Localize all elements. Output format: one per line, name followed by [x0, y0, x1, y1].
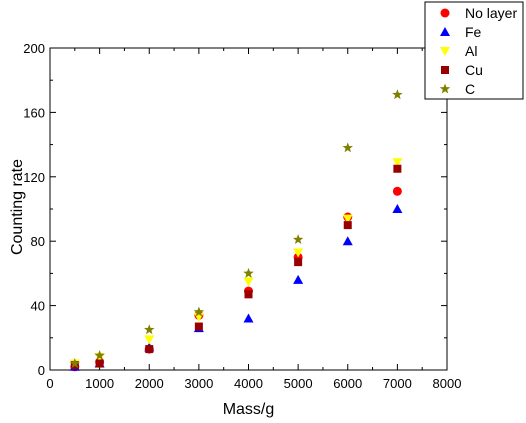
data-point-cu [393, 164, 402, 173]
legend-box [424, 1, 524, 100]
data-point-al [342, 214, 353, 224]
data-point-fe [243, 313, 254, 323]
legend-marker-al [440, 47, 450, 56]
y-tick-label: 80 [31, 234, 45, 249]
data-point-al [392, 158, 403, 168]
data-point-cu [294, 258, 303, 267]
x-tick-label: 1000 [85, 376, 114, 391]
data-point-c [243, 267, 254, 278]
data-point-c [144, 324, 155, 335]
data-point-cu [95, 359, 104, 368]
data-point-al [144, 335, 155, 345]
legend-label-c: C [465, 81, 475, 97]
data-point-c [292, 234, 304, 245]
data-point-cu [145, 345, 154, 354]
x-tick-label: 3000 [184, 376, 213, 391]
y-tick-label: 120 [23, 170, 45, 185]
data-point-fe [342, 236, 353, 246]
legend-marker-cu [441, 66, 449, 74]
data-point-cu [343, 221, 352, 230]
y-tick-label: 0 [38, 363, 45, 378]
data-point-al [293, 248, 304, 258]
x-axis-label: Mass/g [223, 401, 275, 418]
x-tick-label: 5000 [284, 376, 313, 391]
legend-marker-no-layer [440, 8, 450, 18]
data-point-c [69, 358, 81, 369]
x-tick-label: 2000 [135, 376, 164, 391]
data-point-c [342, 142, 353, 153]
data-point-fe [293, 274, 304, 284]
legend-label-no-layer: No layer [465, 5, 517, 21]
data-point-c [193, 306, 205, 317]
y-tick-label: 40 [31, 299, 45, 314]
data-point-no-layer [392, 186, 402, 196]
x-tick-label: 7000 [383, 376, 412, 391]
legend-label-al: Al [465, 43, 477, 59]
y-tick-label: 160 [23, 105, 45, 120]
data-point-cu [244, 290, 253, 299]
legend-marker-c [439, 83, 451, 94]
x-tick-label: 0 [46, 376, 53, 391]
y-axis-label: Counting rate [9, 159, 26, 255]
legend-marker-fe [440, 27, 450, 36]
legend-label-fe: Fe [465, 24, 482, 40]
data-point-c [392, 89, 403, 100]
legend: No layer Fe Al Cu C [424, 1, 524, 100]
data-point-al [243, 277, 254, 287]
x-tick-label: 8000 [433, 376, 462, 391]
x-tick-label: 4000 [234, 376, 263, 391]
y-tick-label: 200 [23, 41, 45, 56]
data-point-fe [392, 204, 403, 213]
data-point-cu [194, 322, 203, 331]
axes-layer: 0 1000 2000 3000 4000 5000 6000 7000 8000 0 40 80 12… [23, 41, 461, 391]
legend-label-cu: Cu [465, 62, 483, 78]
data-point-c [94, 350, 105, 360]
x-tick-label: 6000 [333, 376, 362, 391]
data-points-layer [69, 89, 403, 372]
